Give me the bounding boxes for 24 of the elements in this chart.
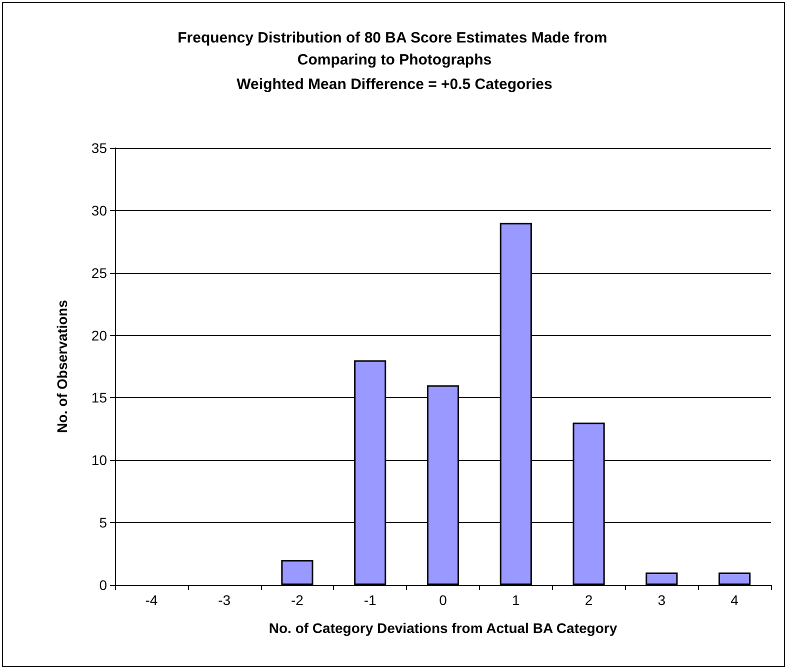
- bar: [281, 560, 314, 585]
- x-tick-label: -4: [145, 592, 158, 608]
- x-tick-label: 2: [584, 592, 593, 608]
- x-tick-label: 1: [512, 592, 520, 608]
- y-tick-label: 30: [91, 202, 108, 218]
- y-tick-label: 10: [91, 452, 108, 468]
- y-tick-label: 5: [99, 514, 108, 531]
- chart-title: Frequency Distribution of 80 BA Score Estimates Made from Comparing to Photographs: [178, 30, 612, 68]
- chart-subtitle: Weighted Mean Difference = +0.5 Categories: [236, 76, 552, 93]
- y-tick-label: 20: [91, 327, 108, 344]
- bar: [718, 572, 751, 585]
- x-axis-title: No. of Category Deviations from Actual BA Category: [268, 620, 618, 636]
- y-axis-title: No. of Observations: [54, 300, 70, 434]
- y-tick-label: 25: [91, 264, 108, 281]
- x-tick-label: 4: [730, 592, 739, 608]
- x-tick-label: -1: [364, 592, 377, 608]
- y-tick-label: 35: [91, 140, 108, 156]
- y-tick-label: 0: [99, 577, 108, 593]
- x-tick-label: 0: [439, 592, 448, 608]
- bar: [646, 572, 678, 585]
- x-tick-label: -3: [218, 592, 231, 608]
- x-tick-label: 3: [658, 592, 666, 608]
- y-tick-label: 15: [91, 390, 108, 406]
- x-tick-label: -2: [290, 592, 304, 608]
